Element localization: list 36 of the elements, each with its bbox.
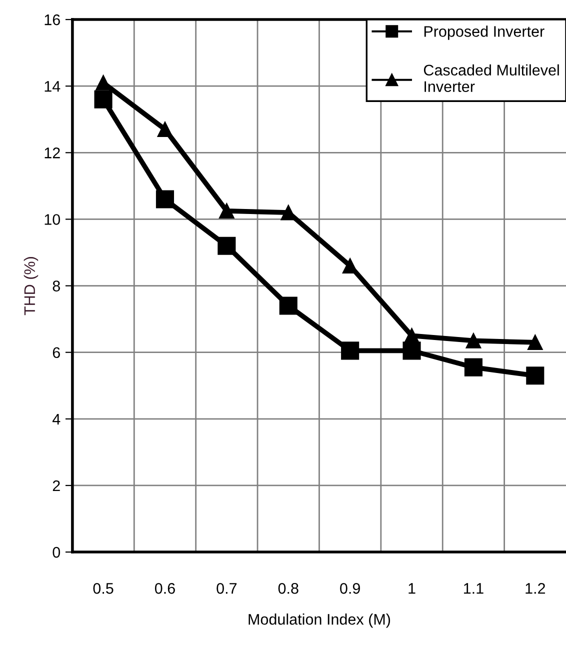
x-axis-title: Modulation Index (M): [248, 614, 390, 628]
point: [464, 358, 482, 376]
point: [218, 236, 236, 255]
y-tick-label: 14: [44, 81, 60, 92]
y-tick-label: 8: [52, 280, 60, 292]
legend-label: Proposed Inverter: [424, 26, 544, 40]
point: [342, 258, 358, 274]
x-tick-label: 1: [408, 583, 416, 594]
point: [94, 90, 112, 108]
y-tick-label: 4: [52, 414, 60, 424]
x-tick-label: 1.2: [526, 583, 546, 594]
y-tick-label: 2: [52, 480, 60, 492]
point: [526, 366, 544, 385]
point: [404, 328, 420, 344]
x-tick-label: 0.9: [340, 583, 360, 594]
x-tick-label: 0.5: [93, 583, 114, 594]
y-tick-label: 12: [44, 148, 60, 158]
y-tick-label: 10: [44, 214, 60, 225]
y-tick-label: 0: [52, 546, 60, 558]
x-tick-label: 0.6: [154, 583, 175, 594]
point: [341, 342, 360, 360]
point: [156, 190, 174, 208]
point: [279, 296, 298, 315]
y-axis-title: THD (%): [24, 257, 38, 316]
x-tick-label: 0.7: [216, 583, 237, 594]
point: [402, 342, 421, 360]
legend-label: Cascaded Multilevel Inverter: [424, 64, 559, 92]
y-tick-label: 6: [52, 347, 60, 358]
point: [528, 334, 543, 350]
point: [466, 333, 482, 348]
x-tick-label: 1.1: [464, 583, 484, 594]
point: [157, 122, 173, 137]
point: [219, 203, 234, 219]
y-tick-label: 16: [44, 14, 60, 26]
x-tick-label: 0.8: [278, 583, 298, 594]
point: [96, 75, 111, 90]
